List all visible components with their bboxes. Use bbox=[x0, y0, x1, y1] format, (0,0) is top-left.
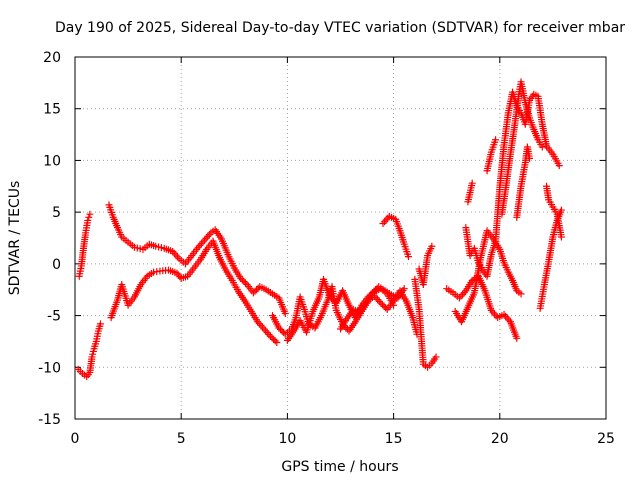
data-point bbox=[271, 337, 279, 345]
series-sdtvar bbox=[74, 78, 565, 381]
y-tick-label: -5 bbox=[47, 309, 61, 325]
data-point bbox=[368, 289, 376, 297]
data-point bbox=[377, 299, 385, 307]
data-point bbox=[513, 334, 521, 342]
x-tick-label: 5 bbox=[177, 431, 186, 447]
data-point bbox=[85, 213, 93, 221]
data-point bbox=[378, 301, 386, 309]
y-tick-label: 10 bbox=[43, 153, 61, 169]
chart-title: Day 190 of 2025, Sidereal Day-to-day VTE… bbox=[55, 20, 625, 36]
data-point bbox=[390, 301, 398, 309]
data-point bbox=[400, 285, 408, 293]
data-point bbox=[380, 302, 388, 310]
data-point bbox=[86, 210, 94, 218]
x-tick-label: 15 bbox=[385, 431, 403, 447]
x-tick-label: 10 bbox=[278, 431, 296, 447]
data-point bbox=[270, 335, 278, 343]
x-tick-label: 20 bbox=[491, 431, 509, 447]
data-point bbox=[84, 216, 92, 224]
x-axis-label: GPS time / hours bbox=[281, 459, 398, 475]
y-tick-label: -10 bbox=[38, 360, 61, 376]
data-point bbox=[428, 242, 436, 250]
data-point bbox=[517, 290, 525, 298]
data-point bbox=[268, 334, 276, 342]
data-point bbox=[555, 162, 563, 170]
data-point bbox=[253, 286, 261, 294]
data-point bbox=[557, 233, 565, 241]
data-point bbox=[275, 324, 283, 332]
data-point bbox=[492, 136, 500, 144]
y-axis-label: SDTVAR / TECUs bbox=[7, 181, 23, 296]
y-tick-label: 0 bbox=[52, 257, 61, 273]
data-point bbox=[526, 154, 534, 162]
data-point bbox=[329, 296, 337, 304]
data-point bbox=[278, 327, 286, 335]
data-point bbox=[237, 274, 245, 282]
plot-frame bbox=[74, 56, 607, 420]
data-point bbox=[557, 206, 565, 214]
data-point bbox=[281, 310, 289, 318]
x-tick-label: 0 bbox=[71, 431, 80, 447]
data-point bbox=[96, 320, 104, 328]
data-point bbox=[241, 279, 249, 287]
grid-lines bbox=[75, 57, 606, 419]
data-point bbox=[370, 287, 378, 295]
data-point bbox=[273, 338, 281, 346]
y-tick-label: 5 bbox=[52, 205, 61, 221]
data-point bbox=[538, 143, 546, 151]
data-point bbox=[468, 179, 476, 187]
data-series bbox=[74, 78, 565, 381]
x-tick-label: 25 bbox=[597, 431, 615, 447]
data-point bbox=[372, 286, 380, 294]
data-point bbox=[238, 276, 246, 284]
y-tick-label: 15 bbox=[43, 102, 61, 118]
data-point bbox=[266, 332, 274, 340]
y-tick-label: -15 bbox=[38, 412, 61, 428]
data-point bbox=[327, 295, 335, 303]
data-point bbox=[432, 353, 440, 361]
data-point bbox=[249, 289, 257, 297]
axis-ticks: 0 5 10 15 20 25 -15 -10 -5 0 5 10 15 20 bbox=[38, 50, 615, 447]
data-point bbox=[276, 326, 284, 334]
y-tick-label: 20 bbox=[43, 50, 61, 66]
data-point bbox=[251, 287, 259, 295]
data-point bbox=[240, 277, 248, 285]
data-point bbox=[404, 253, 412, 261]
data-point bbox=[326, 293, 334, 301]
